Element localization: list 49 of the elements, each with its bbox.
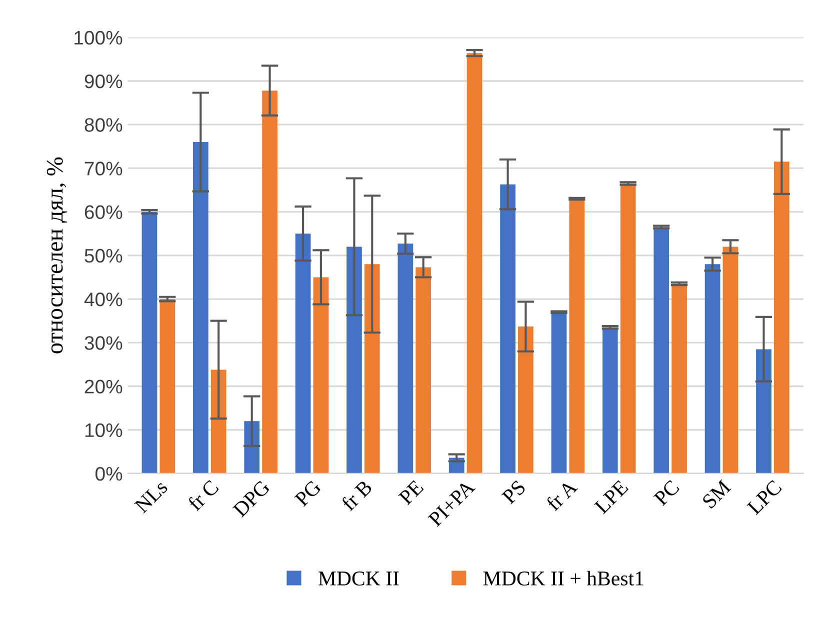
y-tick-label: 40% — [84, 292, 122, 306]
bar — [620, 183, 636, 474]
y-axis-title: относителен дял, % — [46, 157, 68, 354]
y-tick-label: 50% — [84, 248, 122, 263]
x-tick-label: SM — [702, 479, 732, 510]
bar — [569, 198, 585, 474]
x-tick-label: NLs — [134, 479, 168, 514]
bar — [602, 327, 618, 474]
x-tick-label: LPC — [746, 480, 782, 516]
x-tick-label: PC — [653, 480, 680, 506]
y-tick-label: 30% — [84, 336, 122, 350]
bar — [654, 227, 670, 474]
bar — [756, 349, 772, 474]
bar — [398, 244, 414, 474]
legend-label: MDCK II — [318, 572, 399, 586]
bar — [313, 277, 329, 474]
bar — [672, 284, 687, 474]
y-tick-label: 70% — [84, 162, 122, 176]
y-tick-label: 90% — [84, 74, 122, 88]
bar — [295, 234, 311, 474]
bar — [210, 370, 226, 474]
bar — [551, 312, 567, 474]
x-tick-label: PS — [501, 480, 526, 505]
bar — [262, 90, 278, 474]
x-tick-label: fr C — [186, 479, 220, 512]
x-tick-label: PE — [398, 480, 424, 506]
y-tick-label: 10% — [85, 423, 122, 438]
bar — [160, 299, 176, 474]
y-tick-label: 0% — [96, 466, 122, 481]
bar — [142, 212, 158, 474]
y-tick-label: 60% — [84, 205, 122, 220]
bar — [704, 264, 720, 474]
y-tick-label: 80% — [84, 118, 122, 132]
x-tick-label: PG — [294, 479, 322, 508]
bar — [518, 326, 534, 474]
y-tick-label: 100% — [74, 30, 122, 45]
x-tick-label: LPE — [594, 480, 629, 514]
x-tick-label: fr B — [340, 478, 373, 512]
bar — [416, 267, 432, 474]
bar — [192, 142, 208, 474]
y-tick-label: 20% — [84, 380, 122, 394]
bar — [346, 246, 362, 474]
bar — [500, 184, 516, 474]
x-tick-label: fr A — [544, 478, 578, 512]
bar — [364, 264, 380, 474]
bar — [466, 53, 482, 474]
bar — [774, 162, 790, 474]
bar — [722, 246, 738, 474]
legend-label: MDCK II + hBest1 — [483, 570, 644, 586]
